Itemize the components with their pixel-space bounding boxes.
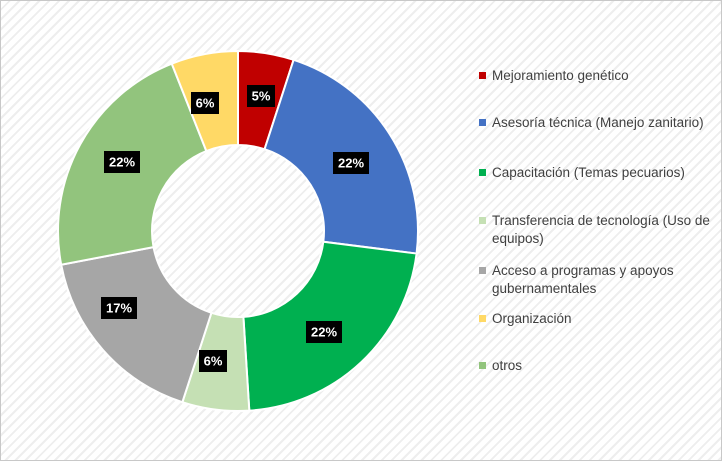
- legend-swatch: [479, 119, 486, 126]
- donut-chart: 5% 22% 22% 6% 17% 22% 6%: [57, 49, 419, 412]
- slice-4: [60, 245, 213, 404]
- data-label-text: 6%: [196, 96, 215, 111]
- legend-swatch: [479, 72, 486, 79]
- data-label-3: 6%: [199, 350, 227, 372]
- legend-item-3: Transferencia de tecnología (Uso de equi…: [479, 212, 719, 248]
- legend-label: Asesoría técnica (Manejo zanitario): [492, 115, 704, 130]
- data-label-5: 22%: [104, 151, 140, 173]
- legend-item-1: Asesoría técnica (Manejo zanitario): [479, 114, 719, 132]
- legend-swatch: [479, 169, 486, 176]
- legend-item-4: Acceso a programas y apoyos gubernamenta…: [479, 262, 719, 298]
- legend-label: Acceso a programas y apoyos gubernamenta…: [492, 263, 674, 296]
- data-label-box: [104, 151, 140, 173]
- data-label-box: [306, 321, 342, 343]
- legend-label: otros: [492, 358, 523, 373]
- chart-legend: Mejoramiento genético Asesoría técnica (M…: [479, 1, 719, 462]
- data-label-2: 22%: [306, 321, 342, 343]
- legend-swatch: [479, 217, 486, 224]
- data-label-1: 22%: [333, 152, 369, 174]
- legend-item-6: otros: [479, 357, 719, 375]
- legend-label: Capacitación (Temas pecuarios): [492, 165, 685, 180]
- legend-swatch: [479, 267, 486, 274]
- data-label-6: 6%: [191, 92, 219, 114]
- legend-label: Transferencia de tecnología (Uso de equi…: [492, 213, 710, 246]
- legend-label: Mejoramiento genético: [492, 68, 629, 83]
- legend-label: Organización: [492, 311, 572, 326]
- data-label-0: 5%: [247, 85, 275, 107]
- data-label-text: 22%: [338, 156, 364, 171]
- data-label-text: 6%: [204, 354, 223, 369]
- legend-item-2: Capacitación (Temas pecuarios): [479, 164, 719, 182]
- legend-item-0: Mejoramiento genético: [479, 67, 719, 85]
- data-label-text: 17%: [106, 301, 132, 316]
- data-label-box: [199, 350, 227, 372]
- legend-swatch: [479, 362, 486, 369]
- data-label-text: 22%: [109, 155, 135, 170]
- data-label-box: [101, 297, 137, 319]
- data-label-4: 17%: [101, 297, 137, 319]
- data-label-text: 5%: [252, 89, 271, 104]
- data-label-box: [191, 92, 219, 114]
- data-label-text: 22%: [311, 325, 337, 340]
- data-label-box: [247, 85, 275, 107]
- legend-item-5: Organización: [479, 310, 719, 328]
- legend-swatch: [479, 315, 486, 322]
- data-label-box: [333, 152, 369, 174]
